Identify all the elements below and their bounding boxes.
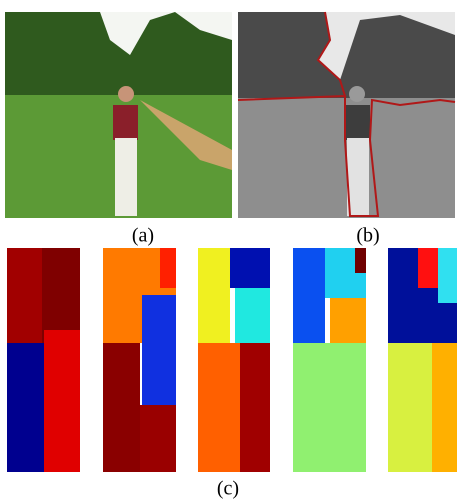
- segment: [7, 248, 42, 343]
- segment: [230, 248, 270, 288]
- panel-label: (c): [217, 478, 239, 500]
- segment: [44, 330, 80, 472]
- segment: [140, 405, 176, 472]
- segment: [240, 343, 270, 472]
- trousers: [347, 138, 369, 216]
- segment: [432, 343, 457, 472]
- strip: [103, 248, 176, 472]
- head: [118, 86, 134, 102]
- segment: [293, 343, 366, 472]
- shirt: [345, 105, 370, 140]
- segment: [355, 248, 366, 273]
- segment: [42, 248, 80, 343]
- panel-label: (a): [132, 225, 154, 247]
- photo-b: [238, 12, 455, 218]
- segment: [198, 248, 230, 343]
- figure: (a) (b) (c): [0, 0, 457, 500]
- strip: [388, 248, 457, 472]
- trousers: [115, 138, 137, 216]
- segment: [330, 298, 366, 343]
- photo-a: [5, 12, 232, 218]
- shirt: [113, 105, 138, 140]
- segment: [388, 343, 432, 472]
- segment: [103, 343, 140, 472]
- segment: [7, 343, 44, 472]
- segment: [160, 248, 176, 288]
- segment: [142, 295, 176, 405]
- strip: [7, 248, 80, 472]
- strip: [198, 248, 270, 472]
- panel-label: (b): [356, 225, 379, 247]
- segment: [235, 288, 270, 343]
- strip: [293, 248, 366, 472]
- segment: [198, 343, 240, 472]
- head: [349, 86, 365, 102]
- segment: [418, 248, 438, 288]
- segment: [438, 248, 457, 303]
- segment: [293, 248, 325, 343]
